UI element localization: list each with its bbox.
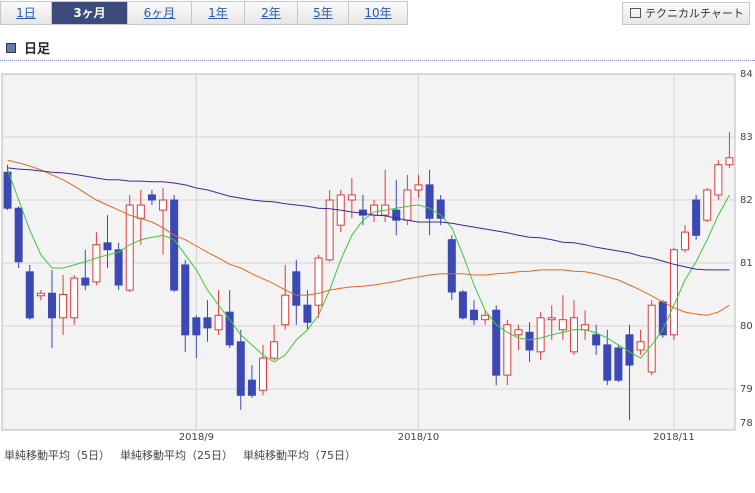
candle-body	[592, 334, 601, 346]
legend-entry: 単純移動平均（75日）	[243, 448, 356, 462]
candle-body	[225, 311, 234, 346]
candle-body	[414, 184, 423, 191]
candle-body	[81, 277, 90, 286]
y-tick-label: 84	[740, 69, 753, 80]
candle-body	[436, 199, 445, 219]
candle-body	[203, 317, 212, 329]
candle-body	[270, 341, 279, 359]
separator	[0, 60, 755, 61]
period-tab[interactable]: 1年	[192, 1, 245, 25]
candle-body	[36, 292, 45, 297]
y-tick-label: 80	[740, 321, 753, 332]
heading: 日足	[6, 38, 50, 57]
candle-body	[503, 324, 512, 376]
candle-body	[103, 242, 112, 251]
candle-body	[303, 304, 312, 323]
technical-chart-button[interactable]: テクニカルチャート	[622, 2, 750, 25]
x-tick-label: 2018/9	[179, 432, 214, 443]
period-tab[interactable]: 5年	[298, 1, 349, 25]
plot	[2, 74, 735, 430]
heading-text: 日足	[24, 42, 51, 57]
candle-body	[581, 324, 590, 331]
candle-body	[170, 199, 179, 291]
candle-body	[481, 314, 490, 321]
candle-body	[403, 189, 412, 221]
candle-body	[425, 184, 434, 219]
candle-body	[725, 157, 734, 166]
ma-line	[7, 169, 730, 363]
candle-body	[114, 249, 123, 286]
period-tab[interactable]: 3ヶ月	[52, 1, 128, 25]
candle-body	[714, 164, 723, 196]
icon	[6, 43, 16, 53]
candle-body	[181, 264, 190, 336]
candle-body	[147, 194, 156, 201]
candle-body	[669, 249, 678, 336]
candle-body	[292, 271, 301, 306]
legend-entry: 単純移動平均（25日）	[120, 448, 233, 462]
candle-body	[125, 204, 134, 291]
candle-body	[347, 194, 356, 201]
candle-body	[214, 314, 223, 331]
candle-body	[70, 277, 79, 319]
candle-body	[558, 319, 567, 331]
candle-body	[514, 329, 523, 336]
candle-body	[569, 317, 578, 353]
candle-body	[247, 379, 256, 396]
candle-body	[703, 189, 712, 221]
ma-line	[7, 167, 730, 271]
ma-line	[7, 159, 730, 316]
y-tick-label: 82	[740, 195, 753, 206]
candle-body	[392, 209, 401, 221]
candle-body	[603, 344, 612, 381]
y-tick-label: 83	[740, 132, 753, 143]
candle-body	[281, 294, 290, 326]
period-tab[interactable]: 2年	[245, 1, 298, 25]
candle-body	[92, 244, 101, 283]
x-tick-label: 2018/10	[398, 432, 440, 443]
period-tabs: 1日 3ヶ月 6ヶ月 1年 2年 5年 10年	[0, 1, 408, 25]
period-tab[interactable]: 10年	[349, 1, 408, 25]
candle-body	[136, 204, 145, 219]
candle-body	[192, 317, 201, 336]
candle-body	[681, 231, 690, 251]
legend-entry: 単純移動平均（5日）	[4, 448, 110, 462]
candle-body	[458, 291, 467, 319]
candle-body	[59, 294, 68, 319]
plot-area	[1, 73, 736, 431]
y-tick-label: 78	[740, 418, 753, 429]
period-tab[interactable]: 6ヶ月	[128, 1, 192, 25]
candle-body	[325, 199, 334, 261]
candle-body	[314, 257, 323, 306]
candle-body	[692, 199, 701, 236]
candle-body	[525, 331, 534, 351]
candle-body	[236, 341, 245, 396]
candle-body	[447, 239, 456, 293]
candle-body	[14, 207, 23, 263]
candle-body	[647, 304, 656, 373]
candle-body	[258, 357, 267, 391]
button-label[interactable]: テクニカルチャート	[645, 7, 744, 20]
candle-body	[492, 309, 501, 376]
candle-body	[470, 309, 479, 321]
candle-body	[3, 171, 12, 209]
icon	[630, 8, 641, 18]
y-tick-label: 81	[740, 258, 753, 269]
candle-body	[547, 317, 556, 321]
period-tab[interactable]: 1日	[0, 1, 52, 25]
x-tick-label: 2018/11	[653, 432, 695, 443]
candle-body	[25, 271, 34, 319]
y-tick-label: 79	[740, 384, 753, 395]
candle-body	[636, 341, 645, 351]
candle-body	[536, 317, 545, 353]
candle-body	[47, 292, 56, 319]
candle-body	[159, 199, 168, 211]
candle-body	[614, 347, 623, 381]
